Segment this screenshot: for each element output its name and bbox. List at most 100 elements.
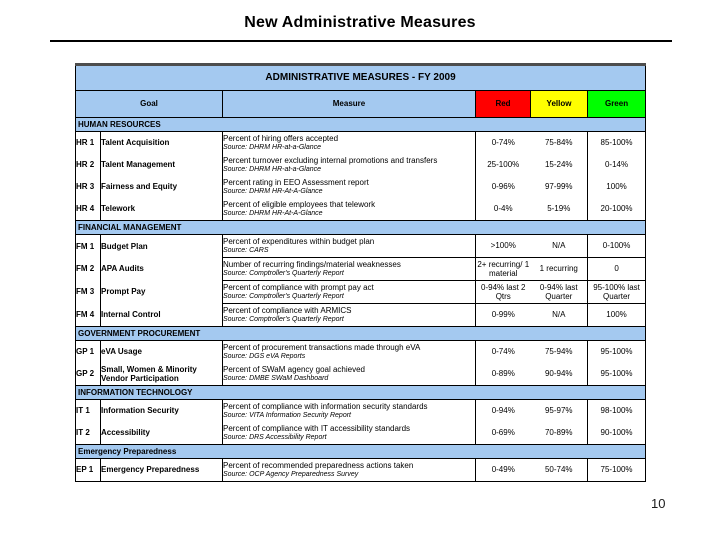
goal-name-cell: Emergency Preparedness xyxy=(100,458,223,482)
goal-name-cell: APA Audits xyxy=(100,257,223,281)
measure-cell: Percent of expenditures within budget pl… xyxy=(222,234,476,258)
green-range-cell: 75-100% xyxy=(586,458,646,482)
red-range-cell: 2+ recurring/ 1 material xyxy=(475,257,531,281)
measure-text: Percent of procurement transactions made… xyxy=(223,343,421,353)
page-title: New Administrative Measures xyxy=(244,14,476,31)
section-title: Emergency Preparedness xyxy=(75,444,646,459)
goal-name-cell: Information Security xyxy=(100,399,223,422)
measure-source: Source: DGS eVA Reports xyxy=(223,352,306,360)
measures-table-container: ADMINISTRATIVE MEASURES - FY 2009 Goal M… xyxy=(75,63,647,482)
measure-cell: Percent rating in EEO Assessment report S… xyxy=(222,176,476,198)
red-range-cell: 0-94% last 2 Qtrs xyxy=(475,280,531,304)
goal-id-cell: FM 3 xyxy=(76,287,95,297)
measure-cell: Percent of compliance with ARMICS Source:… xyxy=(222,303,476,327)
measures-table-body: HUMAN RESOURCES HR 1 Talent Acquisition Per… xyxy=(75,117,646,482)
goal-id-cell: FM 2 xyxy=(76,264,95,274)
measure-cell: Percent of hiring offers accepted Source:… xyxy=(222,131,476,154)
yellow-range-cell: 75-94% xyxy=(544,347,573,357)
section-title: HUMAN RESOURCES xyxy=(75,117,646,132)
goal-name-cell: Talent Management xyxy=(100,154,223,176)
goal-id-cell: HR 1 xyxy=(76,138,95,148)
goal-id-cell: IT 1 xyxy=(76,406,90,416)
green-range-cell: 85-100% xyxy=(586,131,646,154)
measure-source: Source: Comptroller's Quarterly Report xyxy=(223,292,344,300)
section-title: FINANCIAL MANAGEMENT xyxy=(75,220,646,235)
measure-source: Source: DHRM HR-At-A-Glance xyxy=(223,209,323,217)
goal-name-cell: Talent Acquisition xyxy=(100,131,223,154)
red-range-cell: 0-74% xyxy=(475,340,531,363)
yellow-range-cell: N/A xyxy=(530,303,588,327)
measure-text: Percent turnover excluding internal prom… xyxy=(223,156,438,166)
measure-row: HR 1 Talent Acquisition Percent of hiring … xyxy=(76,131,646,154)
red-range-cell: 0-4% xyxy=(475,198,531,221)
goal-id-cell: GP 1 xyxy=(76,347,95,357)
measure-text: Percent of expenditures within budget pl… xyxy=(223,237,375,247)
measure-row: IT 2 Accessibility Percent of compliance w… xyxy=(76,422,646,445)
goal-id-cell: FM 1 xyxy=(76,241,95,251)
measure-source: Source: Comptroller's Quarterly Report xyxy=(223,269,344,277)
measure-row: HR 2 Talent Management Percent turnover ex… xyxy=(76,154,646,176)
measure-text: Percent of recommended preparedness acti… xyxy=(223,461,414,471)
goal-id-cell: GP 2 xyxy=(76,369,95,379)
table-title: ADMINISTRATIVE MEASURES - FY 2009 xyxy=(75,64,646,91)
red-range-cell: 0-89% xyxy=(475,363,531,386)
measure-row: HR 4 Telework Percent of eligible employee… xyxy=(76,198,646,221)
yellow-range-cell: 5-19% xyxy=(547,204,571,214)
measure-row: GP 2 Small, Women & Minority Vendor Parti… xyxy=(76,363,646,386)
column-header-goal: Goal xyxy=(75,90,223,118)
yellow-range-cell: 1 recurring xyxy=(530,257,588,281)
goal-id-cell: HR 4 xyxy=(76,204,95,214)
measure-text: Percent of hiring offers accepted xyxy=(223,134,339,144)
measure-source: Source: Comptroller's Quarterly Report xyxy=(223,315,344,323)
red-range-cell: 0-99% xyxy=(475,303,531,327)
table-title-row: ADMINISTRATIVE MEASURES - FY 2009 xyxy=(75,64,646,91)
measure-text: Percent of compliance with ARMICS xyxy=(223,306,352,316)
column-header-yellow: Yellow xyxy=(530,90,588,118)
green-range-cell: 95-100% last Quarter xyxy=(586,280,646,304)
green-range-cell: 100% xyxy=(586,176,646,198)
column-header-measure: Measure xyxy=(222,90,476,118)
yellow-range-cell: 97-99% xyxy=(544,182,573,192)
measure-row: HR 3 Fairness and Equity Percent rating in… xyxy=(76,176,646,198)
measure-source: Source: DMBE SWaM Dashboard xyxy=(223,374,329,382)
yellow-range-cell: 90-94% xyxy=(544,369,573,379)
green-range-cell: 0 xyxy=(586,257,646,281)
yellow-range-cell: N/A xyxy=(530,234,588,258)
green-range-cell: 98-100% xyxy=(586,399,646,422)
measure-row: IT 1 Information Security Percent of compl… xyxy=(76,399,646,422)
measure-text: Percent of SWaM agency goal achieved xyxy=(223,365,366,375)
column-header-green: Green xyxy=(586,90,647,118)
measure-cell: Percent of compliance with information s… xyxy=(222,399,476,422)
section-row: GOVERNMENT PROCUREMENT xyxy=(75,326,646,341)
yellow-range-cell: 0-94% last Quarter xyxy=(530,280,588,304)
goal-id-cell: FM 4 xyxy=(76,310,95,320)
measure-source: Source: DHRM HR-at-a-Glance xyxy=(223,165,322,173)
measure-cell: Percent of compliance with IT accessibil… xyxy=(222,422,476,445)
green-range-cell: 95-100% xyxy=(586,340,646,363)
green-range-cell: 90-100% xyxy=(586,422,646,445)
green-range-cell: 100% xyxy=(586,303,646,327)
measure-text: Percent of compliance with prompt pay ac… xyxy=(223,283,374,293)
measure-row: FM 4 Internal Control Percent of complianc… xyxy=(76,303,646,327)
goal-name-cell: Accessibility xyxy=(100,422,223,445)
measure-source: Source: DHRM HR-at-a-Glance xyxy=(223,143,322,151)
measure-source: Source: VITA Information Security Report xyxy=(223,411,352,419)
goal-id-cell: HR 3 xyxy=(76,182,95,192)
red-range-cell: 0-49% xyxy=(475,458,531,482)
measure-row: FM 2 APA Audits Number of recurring findin… xyxy=(76,257,646,281)
measure-cell: Number of recurring findings/material we… xyxy=(222,257,476,281)
goal-name-cell: Prompt Pay xyxy=(100,280,223,304)
red-range-cell: 25-100% xyxy=(475,154,531,176)
goal-name-cell: Internal Control xyxy=(100,303,223,327)
measure-row: FM 3 Prompt Pay Percent of compliance with… xyxy=(76,280,646,304)
section-row: FINANCIAL MANAGEMENT xyxy=(75,220,646,235)
title-underline xyxy=(50,40,672,42)
measure-cell: Percent of procurement transactions made… xyxy=(222,340,476,363)
goal-name-cell: Small, Women & Minority Vendor Participa… xyxy=(100,363,223,386)
measure-row: FM 1 Budget Plan Percent of expenditures w… xyxy=(76,234,646,258)
measure-text: Percent of compliance with information s… xyxy=(223,402,428,412)
goal-id-cell: IT 2 xyxy=(76,428,90,438)
measure-source: Source: CARS xyxy=(223,246,269,254)
section-row: Emergency Preparedness xyxy=(75,444,646,459)
